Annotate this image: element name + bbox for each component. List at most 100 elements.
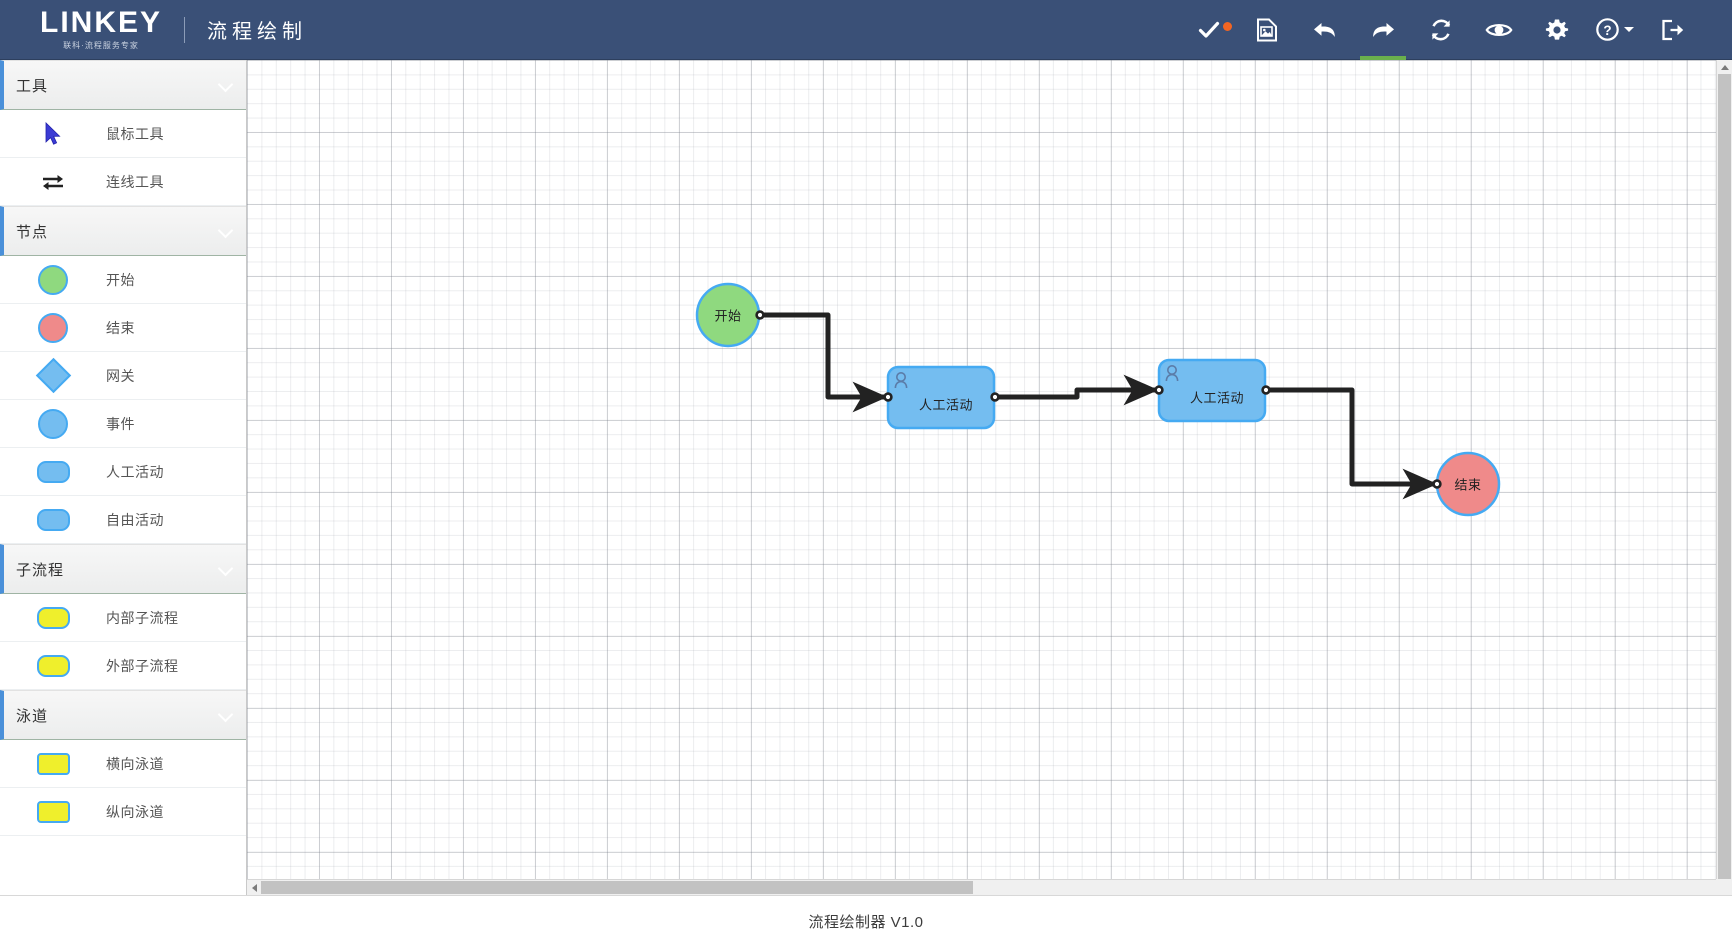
palette-item-start[interactable]: 开始 bbox=[0, 256, 246, 304]
palette-item-label: 纵向泳道 bbox=[106, 803, 164, 820]
save-button[interactable] bbox=[1180, 0, 1238, 60]
app-header: LINKEY 联科·流程服务专家 流程绘制 bbox=[0, 0, 1732, 60]
palette-section-header-subprocess[interactable]: 子流程 bbox=[0, 544, 246, 594]
brand-logo-block: LINKEY 联科·流程服务专家 bbox=[40, 8, 162, 51]
brand-logo-text: LINKEY bbox=[40, 6, 163, 39]
canvas-vertical-scrollbar[interactable] bbox=[1716, 60, 1732, 879]
palette-section-header-nodes[interactable]: 节点 bbox=[0, 206, 246, 256]
end-node-icon bbox=[0, 312, 106, 343]
palette-section-header-tools[interactable]: 工具 bbox=[0, 60, 246, 110]
flow-edge[interactable] bbox=[1266, 387, 1438, 500]
palette-section-title: 子流程 bbox=[16, 561, 65, 579]
vertical-swimlane-icon bbox=[0, 800, 106, 823]
internal-subprocess-icon bbox=[0, 606, 106, 629]
horizontal-scroll-thumb[interactable] bbox=[261, 881, 973, 894]
refresh-icon bbox=[1431, 19, 1451, 40]
exit-button[interactable] bbox=[1644, 0, 1702, 60]
export-image-button[interactable] bbox=[1238, 0, 1296, 60]
vertical-scroll-thumb[interactable] bbox=[1718, 74, 1731, 879]
body-row: 工具 鼠标工具 bbox=[0, 60, 1732, 895]
scroll-up-arrow-icon[interactable] bbox=[1717, 60, 1732, 74]
palette-section-header-swimlane[interactable]: 泳道 bbox=[0, 690, 246, 740]
brand: LINKEY 联科·流程服务专家 流程绘制 bbox=[0, 8, 307, 51]
palette-item-manual-task[interactable]: 人工活动 bbox=[0, 448, 246, 496]
chevron-down-icon[interactable] bbox=[219, 708, 233, 722]
flow-node-end[interactable] bbox=[1435, 451, 1501, 517]
palette-item-label: 事件 bbox=[106, 415, 135, 432]
flow-node-start[interactable] bbox=[695, 282, 761, 348]
palette-sidebar[interactable]: 工具 鼠标工具 bbox=[0, 60, 247, 895]
person-icon bbox=[894, 371, 908, 389]
help-button[interactable]: ? bbox=[1586, 0, 1644, 60]
chevron-down-icon bbox=[1624, 27, 1634, 32]
connector-icon bbox=[0, 172, 106, 192]
brand-logo-subtitle: 联科·流程服务专家 bbox=[63, 41, 139, 50]
undo-button[interactable] bbox=[1296, 0, 1354, 60]
palette-item-label: 开始 bbox=[106, 271, 135, 288]
check-icon bbox=[1198, 21, 1220, 38]
flowchart-svg[interactable] bbox=[247, 60, 1716, 879]
flow-node-manual-task[interactable] bbox=[1157, 358, 1267, 423]
svg-text:?: ? bbox=[1603, 23, 1611, 38]
chevron-down-icon[interactable] bbox=[219, 562, 233, 576]
flow-node-manual-task[interactable] bbox=[886, 365, 996, 430]
scrollbar-corner bbox=[1716, 879, 1732, 895]
palette-item-gateway[interactable]: 网关 bbox=[0, 352, 246, 400]
palette-item-label: 结束 bbox=[106, 319, 135, 336]
exit-icon bbox=[1662, 19, 1684, 40]
free-task-node-icon bbox=[0, 508, 106, 531]
canvas-area[interactable]: 开始 人工活动 人工活动 结束 bbox=[247, 60, 1732, 895]
palette-item-internal-subprocess[interactable]: 内部子流程 bbox=[0, 594, 246, 642]
palette-item-event[interactable]: 事件 bbox=[0, 400, 246, 448]
redo-icon bbox=[1373, 22, 1394, 37]
event-node-icon bbox=[0, 408, 106, 439]
page-title: 流程绘制 bbox=[207, 21, 308, 43]
palette-section-title: 工具 bbox=[16, 77, 49, 95]
cursor-icon bbox=[0, 121, 106, 146]
canvas-grid[interactable]: 开始 人工活动 人工活动 结束 bbox=[247, 60, 1716, 879]
gateway-node-icon bbox=[0, 357, 106, 394]
external-subprocess-icon bbox=[0, 654, 106, 677]
palette-section-title: 泳道 bbox=[16, 707, 49, 725]
horizontal-swimlane-icon bbox=[0, 752, 106, 775]
palette-item-mouse-tool[interactable]: 鼠标工具 bbox=[0, 110, 246, 158]
refresh-button[interactable] bbox=[1412, 0, 1470, 60]
palette-item-vertical-swimlane[interactable]: 纵向泳道 bbox=[0, 788, 246, 836]
palette-item-label: 人工活动 bbox=[106, 463, 164, 480]
redo-button[interactable] bbox=[1354, 0, 1412, 60]
person-icon bbox=[1165, 364, 1179, 382]
manual-task-node-icon bbox=[0, 460, 106, 483]
palette-item-horizontal-swimlane[interactable]: 横向泳道 bbox=[0, 740, 246, 788]
palette-item-label: 内部子流程 bbox=[106, 609, 179, 626]
palette-item-free-task[interactable]: 自由活动 bbox=[0, 496, 246, 544]
gear-icon bbox=[1545, 19, 1569, 40]
preview-button[interactable] bbox=[1470, 0, 1528, 60]
scroll-left-arrow-icon[interactable] bbox=[247, 880, 261, 895]
eye-icon bbox=[1485, 23, 1513, 36]
question-icon: ? bbox=[1596, 18, 1619, 41]
palette-item-external-subprocess[interactable]: 外部子流程 bbox=[0, 642, 246, 690]
flow-edge[interactable] bbox=[760, 312, 888, 413]
palette-item-label: 横向泳道 bbox=[106, 755, 164, 772]
image-file-icon bbox=[1257, 18, 1277, 41]
palette-item-label: 连线工具 bbox=[106, 173, 164, 190]
palette-item-label: 网关 bbox=[106, 367, 135, 384]
palette-item-end[interactable]: 结束 bbox=[0, 304, 246, 352]
footer-version-text: 流程绘制器 V1.0 bbox=[808, 914, 924, 931]
palette-item-label: 外部子流程 bbox=[106, 657, 179, 674]
header-toolbar: ? bbox=[1180, 0, 1732, 60]
start-node-icon bbox=[0, 264, 106, 295]
undo-icon bbox=[1314, 22, 1335, 37]
flow-edge[interactable] bbox=[995, 374, 1159, 406]
palette-section-title: 节点 bbox=[16, 223, 49, 241]
chevron-down-icon[interactable] bbox=[219, 224, 233, 238]
app-footer: 流程绘制器 V1.0 bbox=[0, 895, 1732, 947]
settings-button[interactable] bbox=[1528, 0, 1586, 60]
chevron-down-icon[interactable] bbox=[219, 78, 233, 92]
canvas-horizontal-scrollbar[interactable] bbox=[247, 879, 1716, 895]
node-ports[interactable] bbox=[755, 310, 1442, 489]
brand-divider bbox=[184, 16, 186, 43]
palette-item-connector-tool[interactable]: 连线工具 bbox=[0, 158, 246, 206]
palette-item-label: 鼠标工具 bbox=[106, 125, 164, 142]
